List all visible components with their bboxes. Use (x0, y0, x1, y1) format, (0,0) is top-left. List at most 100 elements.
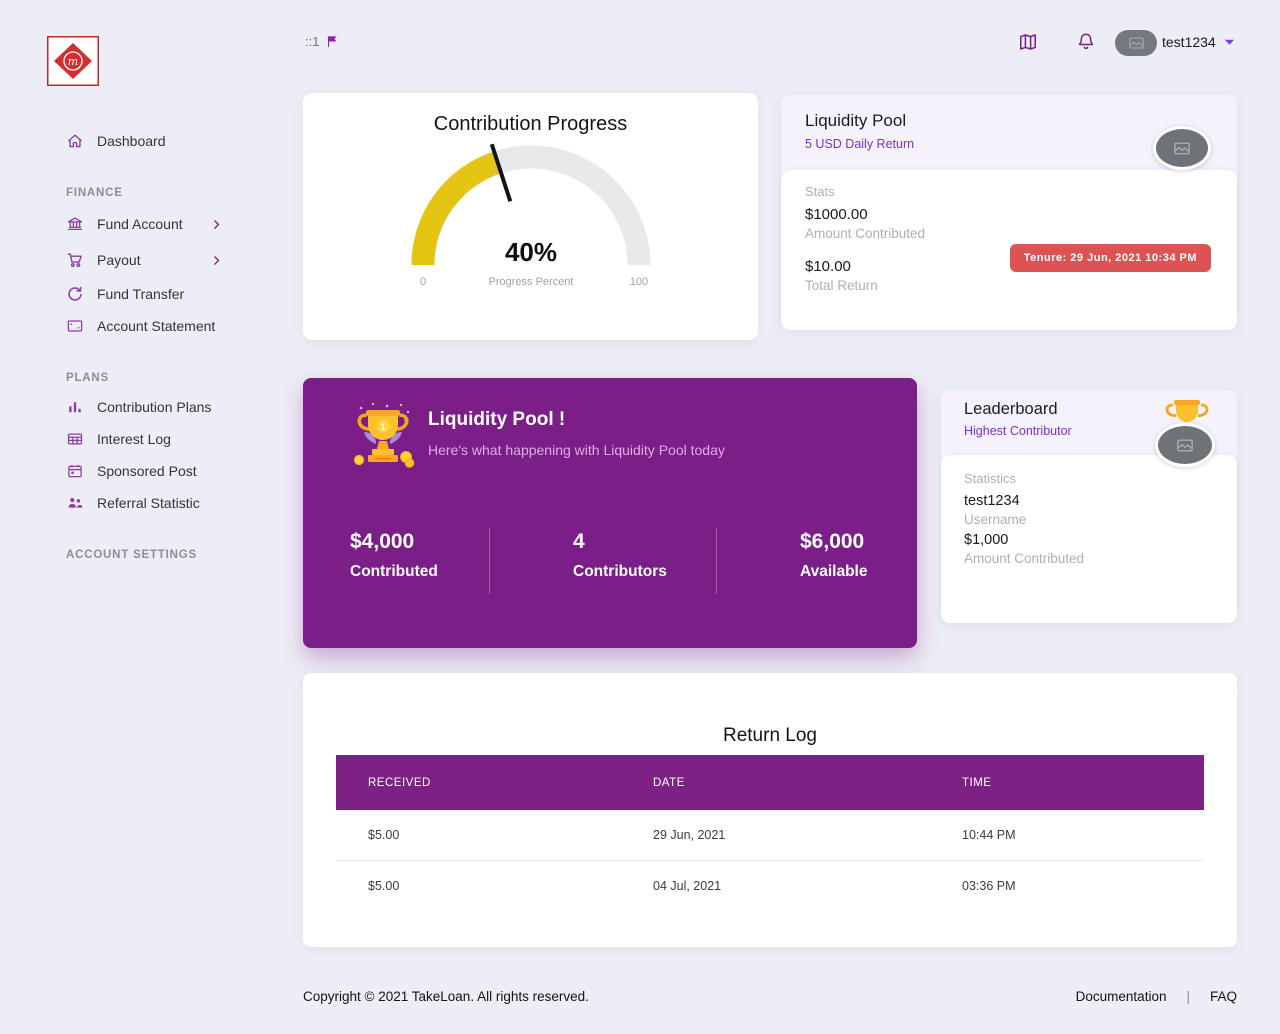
sidebar-item-interest-log[interactable]: Interest Log (66, 427, 244, 451)
pool-stats-heading: Stats (805, 184, 835, 199)
statement-icon (66, 317, 84, 335)
sidebar-item-account-statement[interactable]: Account Statement (66, 314, 244, 338)
stat-value: $6,000 (800, 530, 865, 553)
banner-divider (716, 528, 717, 594)
sidebar-item-label: Fund Account (97, 216, 183, 232)
pool-card-subtitle: 5 USD Daily Return (805, 137, 915, 151)
user-avatar[interactable] (1115, 30, 1157, 56)
cell-date: 04 Jul, 2021 (653, 879, 722, 893)
banner-stat-contributors: 4 Contributors (573, 530, 667, 581)
pool-return-value: $10.00 (805, 258, 851, 275)
banner-divider (489, 528, 490, 594)
banner-subtitle: Here's what happening with Liquidity Poo… (428, 442, 725, 458)
caret-down-icon (1224, 38, 1235, 46)
pool-card-image (1153, 126, 1211, 170)
leaderboard-card: Leaderboard Highest Contributor Statisti… (941, 390, 1237, 623)
sidebar-item-payout[interactable]: Payout (66, 248, 244, 272)
footer-links: Documentation | FAQ (1076, 989, 1237, 1004)
gauge-axis-label: Progress Percent (489, 276, 574, 288)
column-header-time: TIME (962, 776, 992, 789)
pool-amount-label: Amount Contributed (805, 226, 926, 241)
people-icon (66, 494, 84, 512)
banner-stat-available: $6,000 Available (800, 530, 868, 581)
home-icon (66, 132, 84, 150)
leaderboard-trophy-icon (1165, 400, 1209, 422)
leaderboard-username-label: Username (964, 512, 1027, 527)
stat-label: Contributed (350, 563, 438, 580)
broken-image-icon (1128, 37, 1144, 49)
ip-label: ::1 (305, 34, 320, 49)
stat-value: $4,000 (350, 530, 415, 553)
banner-stat-contributed: $4,000 Contributed (350, 530, 438, 581)
logo-icon: m (47, 36, 99, 86)
broken-image-icon (1177, 439, 1193, 451)
return-log-title: Return Log (722, 725, 817, 746)
notifications-button[interactable] (1076, 31, 1096, 52)
sidebar-item-label: Referral Statistic (97, 495, 200, 511)
sidebar-item-fund-transfer[interactable]: Fund Transfer (66, 282, 244, 306)
chevron-right-icon (210, 254, 223, 267)
gauge-min: 0 (420, 276, 426, 288)
bar-chart-icon (66, 398, 84, 416)
leaderboard-image (1155, 423, 1215, 467)
documentation-link[interactable]: Documentation (1075, 989, 1167, 1004)
bank-icon (66, 215, 84, 233)
leaderboard-title: Leaderboard (964, 400, 1058, 418)
sidebar-item-label: Payout (97, 252, 141, 268)
brand-logo[interactable]: m (47, 36, 99, 91)
sidebar-item-label: Contribution Plans (97, 399, 212, 415)
footer-separator: | (1186, 989, 1190, 1004)
pool-return-label: Total Return (805, 278, 878, 293)
cart-icon (66, 251, 84, 269)
faq-link[interactable]: FAQ (1209, 989, 1237, 1004)
banner-title: Liquidity Pool ! (428, 409, 566, 430)
leaderboard-amount-value: $1,000 (964, 532, 1009, 548)
leaderboard-body: Statistics test1234 Username $1,000 Amou… (941, 455, 1237, 623)
contribution-progress-card: Contribution Progress 40% 0 Progress Per… (303, 93, 758, 340)
flag-icon (325, 34, 339, 49)
sidebar-item-label: Account Statement (97, 318, 216, 334)
gauge-title: Contribution Progress (433, 113, 628, 135)
copyright-text: Copyright © 2021 TakeLoan. All rights re… (303, 989, 589, 1004)
sidebar-item-dashboard[interactable]: Dashboard (66, 129, 244, 153)
user-menu[interactable]: test1234 (1162, 34, 1235, 50)
cell-received: $5.00 (368, 828, 400, 842)
stat-label: Contributors (573, 563, 667, 580)
calendar-icon (66, 462, 84, 480)
map-button[interactable] (1018, 32, 1038, 52)
sidebar-item-referral-statistic[interactable]: Referral Statistic (66, 491, 244, 515)
username-label: test1234 (1162, 34, 1216, 50)
leaderboard-subtitle: Highest Contributor (964, 424, 1072, 438)
tenure-badge: Tenure: 29 Jun, 2021 10:34 PM (1009, 244, 1211, 272)
sidebar-item-label: Dashboard (97, 133, 166, 149)
sidebar-item-contribution-plans[interactable]: Contribution Plans (66, 395, 244, 419)
sidebar-item-fund-account[interactable]: Fund Account (66, 212, 244, 236)
sidebar-item-label: Fund Transfer (97, 286, 185, 302)
sidebar-item-sponsored-post[interactable]: Sponsored Post (66, 459, 244, 483)
chevron-right-icon (210, 218, 223, 231)
svg-text:m: m (68, 55, 78, 68)
return-log-card: Return Log RECEIVED DATE TIME $5.00 29 J… (303, 673, 1237, 947)
pool-card-title: Liquidity Pool (805, 111, 907, 130)
gauge-max: 100 (630, 276, 648, 288)
stat-label: Available (800, 563, 868, 580)
cell-received: $5.00 (368, 879, 400, 893)
bell-icon (1078, 33, 1094, 50)
leaderboard-amount-label: Amount Contributed (964, 551, 1085, 566)
map-icon (1020, 34, 1036, 50)
table-row: $5.00 29 Jun, 2021 10:44 PM (336, 810, 1204, 861)
gauge-value: 40% (505, 237, 557, 267)
client-ip: ::1 (305, 34, 339, 49)
table-icon (66, 430, 84, 448)
sidebar-section-account-settings: ACCOUNT SETTINGS (66, 549, 197, 561)
leaderboard-stats-heading: Statistics (964, 471, 1017, 486)
svg-text:1: 1 (380, 422, 386, 433)
liquidity-pool-card: Liquidity Pool 5 USD Daily Return Stats … (781, 95, 1237, 330)
leaderboard-username-value: test1234 (964, 493, 1020, 509)
progress-gauge: 40% 0 Progress Percent 100 (411, 143, 651, 288)
sidebar-item-label: Interest Log (97, 431, 171, 447)
stat-value: 4 (573, 530, 585, 553)
broken-image-icon (1174, 142, 1190, 154)
table-header-row: RECEIVED DATE TIME (336, 755, 1204, 810)
